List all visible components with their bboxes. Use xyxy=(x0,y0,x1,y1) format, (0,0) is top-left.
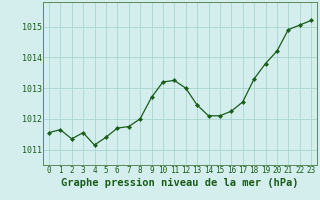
X-axis label: Graphe pression niveau de la mer (hPa): Graphe pression niveau de la mer (hPa) xyxy=(61,178,299,188)
